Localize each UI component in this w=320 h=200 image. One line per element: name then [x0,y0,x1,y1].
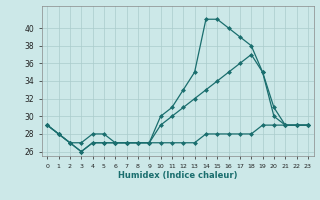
X-axis label: Humidex (Indice chaleur): Humidex (Indice chaleur) [118,171,237,180]
